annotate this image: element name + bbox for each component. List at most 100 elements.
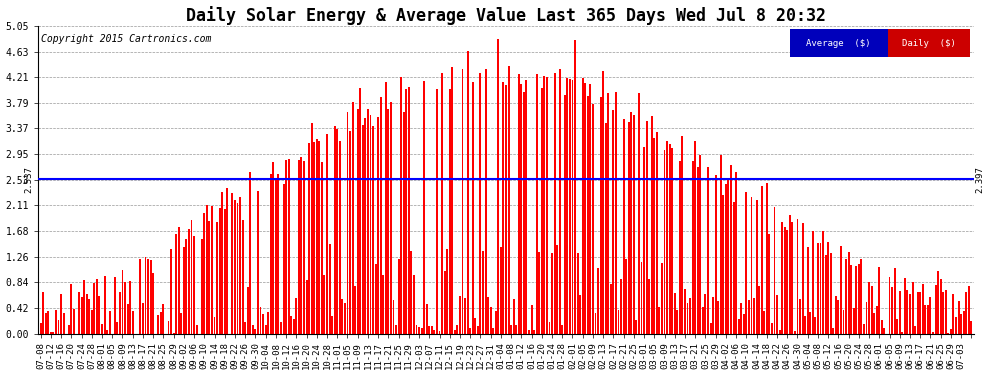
- Bar: [638, 93, 640, 333]
- Bar: [526, 80, 528, 333]
- Bar: [285, 160, 287, 333]
- Bar: [938, 272, 940, 333]
- Bar: [952, 294, 954, 333]
- Bar: [282, 184, 284, 333]
- Bar: [60, 294, 62, 333]
- Bar: [909, 294, 911, 333]
- Bar: [741, 303, 742, 333]
- Bar: [52, 332, 54, 333]
- Bar: [259, 308, 261, 333]
- Bar: [930, 297, 932, 333]
- Bar: [545, 78, 547, 333]
- Bar: [257, 191, 259, 333]
- Bar: [556, 244, 558, 333]
- Bar: [901, 332, 903, 333]
- Bar: [185, 239, 187, 333]
- Bar: [899, 291, 901, 333]
- Bar: [408, 87, 410, 333]
- Bar: [369, 115, 371, 333]
- Bar: [429, 326, 431, 333]
- Bar: [50, 332, 51, 333]
- Bar: [159, 312, 161, 333]
- Bar: [692, 160, 694, 333]
- Bar: [781, 222, 783, 333]
- Bar: [595, 313, 596, 333]
- Text: 2.537: 2.537: [25, 166, 34, 192]
- Bar: [442, 73, 444, 333]
- Bar: [306, 280, 308, 333]
- Bar: [434, 330, 436, 333]
- Bar: [607, 93, 609, 333]
- Bar: [541, 88, 543, 333]
- Bar: [122, 270, 124, 333]
- Bar: [666, 141, 668, 333]
- Bar: [170, 249, 172, 333]
- Bar: [193, 236, 195, 333]
- Bar: [944, 291, 946, 333]
- Bar: [528, 330, 530, 333]
- Bar: [372, 126, 374, 333]
- Bar: [367, 109, 369, 333]
- Bar: [129, 281, 131, 333]
- Bar: [175, 234, 177, 333]
- Bar: [405, 89, 407, 333]
- Bar: [270, 174, 271, 333]
- Bar: [416, 325, 418, 333]
- Bar: [592, 104, 594, 333]
- Bar: [935, 285, 937, 333]
- Bar: [650, 117, 652, 333]
- Bar: [280, 322, 282, 333]
- Bar: [93, 283, 95, 333]
- Bar: [73, 309, 75, 333]
- Bar: [645, 121, 647, 333]
- Bar: [644, 147, 645, 333]
- Bar: [515, 325, 517, 333]
- Bar: [720, 155, 722, 333]
- Bar: [356, 109, 358, 333]
- Bar: [232, 194, 234, 333]
- Bar: [62, 313, 64, 333]
- Bar: [237, 203, 239, 333]
- Bar: [319, 141, 321, 333]
- Bar: [881, 320, 883, 333]
- Bar: [359, 88, 361, 333]
- Bar: [219, 208, 221, 333]
- Bar: [840, 246, 842, 333]
- Bar: [40, 323, 42, 333]
- Bar: [418, 327, 420, 333]
- Bar: [249, 172, 251, 333]
- Bar: [482, 251, 484, 333]
- Bar: [883, 328, 885, 333]
- Bar: [178, 227, 179, 333]
- Bar: [242, 220, 244, 333]
- Bar: [797, 219, 799, 333]
- Bar: [807, 247, 809, 333]
- Bar: [613, 110, 615, 333]
- Bar: [907, 290, 909, 333]
- Bar: [689, 298, 691, 333]
- Bar: [513, 299, 515, 333]
- Bar: [891, 287, 893, 333]
- Bar: [697, 167, 699, 333]
- Bar: [536, 74, 538, 333]
- Bar: [117, 322, 119, 333]
- Bar: [830, 253, 832, 333]
- Bar: [387, 109, 389, 333]
- Bar: [201, 240, 203, 333]
- Bar: [574, 40, 576, 333]
- Bar: [968, 286, 970, 333]
- Bar: [914, 326, 916, 333]
- Bar: [316, 139, 318, 333]
- Bar: [152, 273, 154, 333]
- Bar: [825, 255, 827, 333]
- Bar: [503, 82, 504, 333]
- Bar: [377, 117, 379, 333]
- Bar: [351, 102, 353, 333]
- Bar: [566, 78, 568, 333]
- Bar: [725, 184, 727, 333]
- Bar: [551, 253, 553, 333]
- Bar: [423, 81, 425, 333]
- Bar: [641, 262, 643, 333]
- Bar: [940, 279, 941, 333]
- Bar: [453, 330, 455, 333]
